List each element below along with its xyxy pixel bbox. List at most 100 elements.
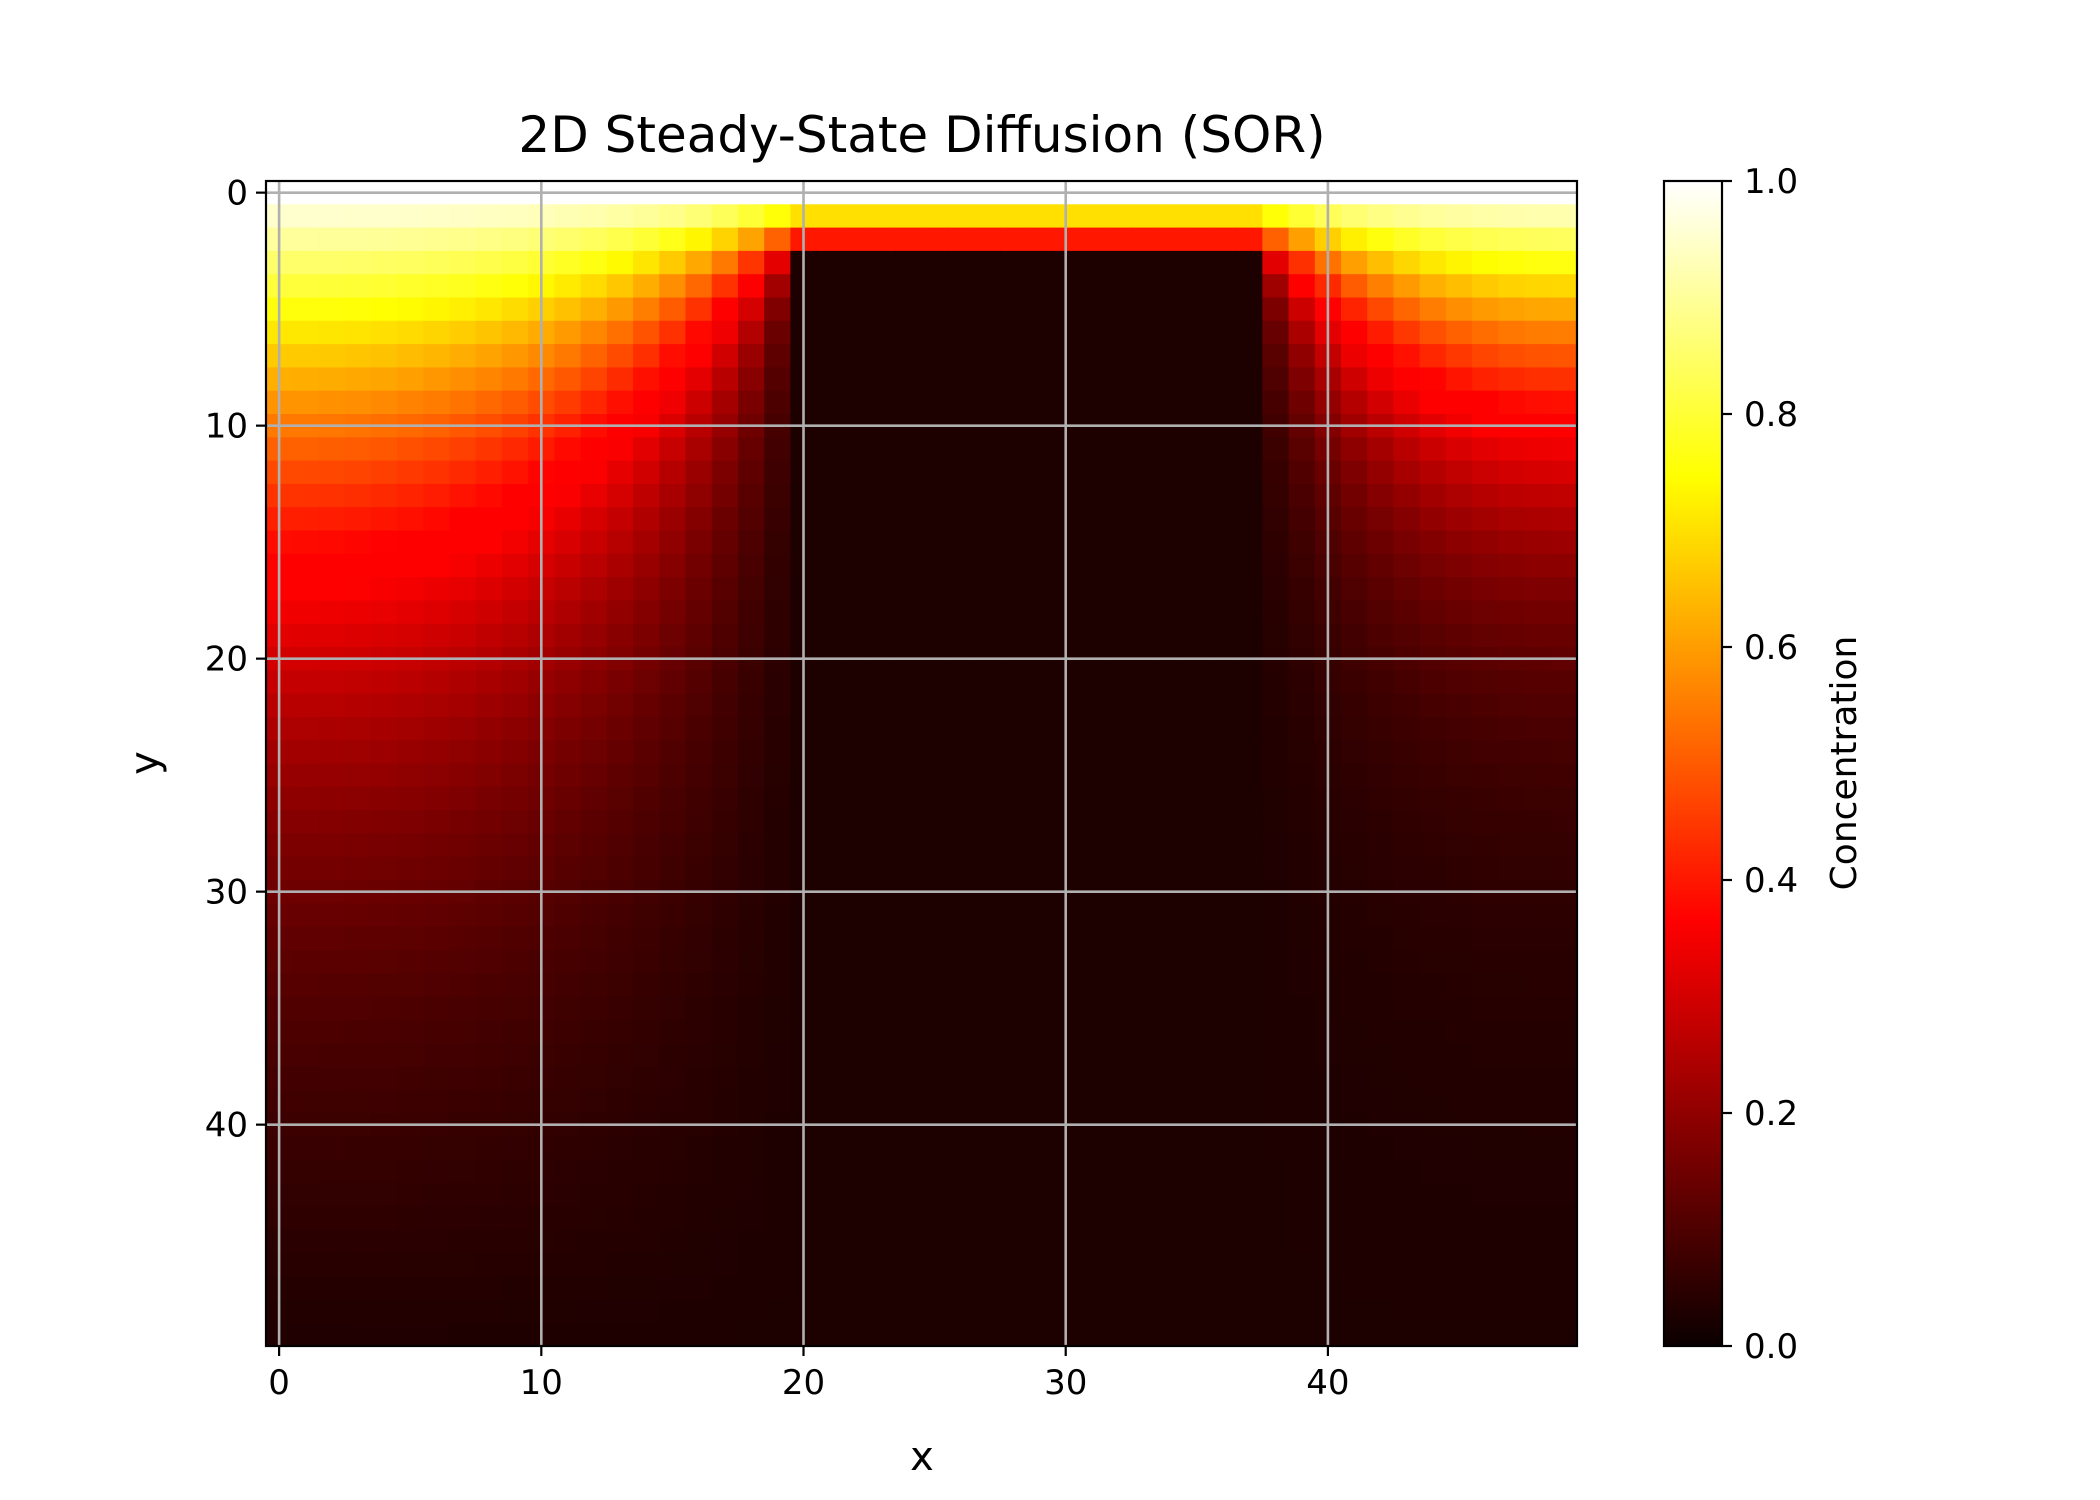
heatmap-cell (1183, 856, 1211, 881)
heatmap-cell (1209, 600, 1237, 625)
heatmap-cell (816, 763, 844, 788)
heatmap-cell (397, 390, 424, 415)
heatmap-cell (1419, 1136, 1447, 1161)
heatmap-cell (1524, 1299, 1552, 1324)
heatmap-cell (973, 1276, 1001, 1300)
heatmap-cell (1157, 716, 1185, 741)
heatmap-cell (633, 1299, 660, 1324)
heatmap-cell (842, 553, 870, 578)
heatmap-cell (1367, 693, 1395, 718)
heatmap-cell (1000, 460, 1027, 485)
heatmap-cell (737, 274, 765, 299)
heatmap-cell (1341, 530, 1368, 555)
heatmap-cell (1288, 437, 1316, 462)
heatmap-cell (842, 1252, 870, 1277)
heatmap-cell (816, 367, 844, 392)
heatmap-cell (370, 297, 398, 322)
heatmap-cell (1472, 949, 1499, 974)
colorbar-tick-label: 1.0 (1744, 162, 1798, 202)
heatmap-cell (816, 1019, 844, 1044)
heatmap-cell (764, 297, 791, 322)
heatmap-cell (1288, 1206, 1316, 1231)
heatmap-cell (659, 297, 687, 322)
heatmap-cell (685, 996, 713, 1021)
heatmap-cell (947, 693, 975, 718)
heatmap-cell (659, 344, 687, 368)
heatmap-cell (292, 763, 320, 788)
heatmap-cell (1105, 903, 1132, 928)
heatmap-cell (370, 320, 398, 345)
heatmap-cell (1236, 367, 1263, 392)
heatmap-cell (1157, 1043, 1185, 1067)
heatmap-cell (685, 786, 713, 811)
heatmap-cell (685, 1229, 713, 1254)
heatmap-cell (1026, 1136, 1054, 1161)
heatmap-cell (606, 297, 634, 322)
heatmap-cell (842, 250, 870, 275)
heatmap-cell (370, 204, 398, 229)
heatmap-cell (1209, 1182, 1237, 1207)
heatmap-cell (947, 1066, 975, 1091)
heatmap-cell (1472, 623, 1499, 648)
heatmap-cell (370, 1276, 398, 1300)
heatmap-cell (606, 1206, 634, 1231)
heatmap-cell (397, 530, 424, 555)
heatmap-cell (397, 833, 424, 858)
heatmap-cell (1131, 1322, 1159, 1347)
heatmap-cell (1341, 204, 1368, 229)
heatmap-cell (423, 856, 451, 881)
heatmap-cell (1131, 483, 1159, 508)
heatmap-cell (1262, 1229, 1290, 1254)
heatmap-cell (1262, 740, 1290, 765)
heatmap-cell (397, 949, 424, 974)
heatmap-cell (344, 390, 372, 415)
heatmap-cell (1498, 274, 1526, 299)
heatmap-cell (344, 204, 372, 229)
heatmap-cell (711, 250, 739, 275)
heatmap-cell (1157, 903, 1185, 928)
heatmap-cell (633, 1159, 660, 1184)
heatmap-cell (973, 716, 1001, 741)
heatmap-cell (554, 926, 582, 951)
heatmap-cell (501, 903, 529, 928)
heatmap-cell (606, 1276, 634, 1300)
heatmap-cell (1393, 1089, 1421, 1114)
heatmap-cell (318, 1182, 346, 1207)
heatmap-cell (921, 460, 949, 485)
heatmap-cell (1262, 577, 1290, 601)
heatmap-cell (1183, 227, 1211, 252)
heatmap-cell (1445, 740, 1473, 765)
heatmap-cell (1209, 1089, 1237, 1114)
heatmap-cell (580, 1159, 608, 1184)
heatmap-cell (501, 553, 529, 578)
heatmap-cell (947, 553, 975, 578)
heatmap-cell (895, 1206, 923, 1231)
heatmap-cell (737, 740, 765, 765)
heatmap-cell (1472, 344, 1499, 368)
heatmap-cell (1341, 996, 1368, 1021)
heatmap-cell (842, 320, 870, 345)
heatmap-cell (737, 460, 765, 485)
x-tick-label: 10 (520, 1363, 563, 1403)
heatmap-cell (895, 949, 923, 974)
heatmap-cell (1105, 926, 1132, 951)
heatmap-cell (947, 949, 975, 974)
heatmap-cell (1472, 786, 1499, 811)
heatmap-cell (685, 740, 713, 765)
heatmap-cell (659, 483, 687, 508)
heatmap-cell (554, 670, 582, 695)
heatmap-cell (895, 1089, 923, 1114)
heatmap-cell (842, 716, 870, 741)
heatmap-cell (764, 1182, 791, 1207)
heatmap-cell (737, 903, 765, 928)
heatmap-cell (973, 1299, 1001, 1324)
heatmap-cell (737, 320, 765, 345)
heatmap-cell (1445, 204, 1473, 229)
heatmap-cell (973, 996, 1001, 1021)
heatmap-cell (449, 1182, 477, 1207)
heatmap-cell (554, 483, 582, 508)
heatmap-cell (1341, 1229, 1368, 1254)
heatmap-cell (1341, 600, 1368, 625)
heatmap-cell (1393, 763, 1421, 788)
heatmap-cell (1026, 507, 1054, 532)
